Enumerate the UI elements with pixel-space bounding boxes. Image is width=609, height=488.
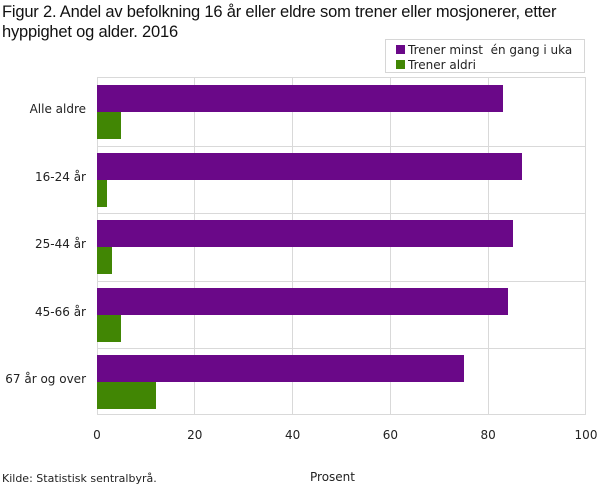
legend-label: Trener minst én gang i uka [408, 42, 573, 57]
legend-item-never: Trener aldri [396, 57, 476, 72]
bar-never [97, 314, 122, 342]
x-tick-label: 40 [284, 428, 301, 442]
x-tick-label: 60 [382, 428, 399, 442]
x-axis-label: Prosent [310, 470, 355, 484]
legend-label: Trener aldri [408, 57, 476, 72]
bar-weekly [97, 220, 513, 248]
category-label: 25-44 år [35, 237, 86, 252]
bar-weekly [97, 287, 508, 315]
legend-swatch-purple [396, 45, 405, 54]
legend-swatch-green [396, 60, 405, 69]
bar-weekly [97, 152, 523, 180]
category-separator [97, 213, 585, 215]
category-separator [97, 145, 585, 147]
source-note: Kilde: Statistisk sentralbyrå. [2, 472, 157, 485]
x-tick-label: 80 [480, 428, 496, 442]
category-label: Alle aldre [29, 102, 86, 116]
category-label: 16-24 år [35, 169, 86, 184]
x-tick-label: 100 [574, 428, 598, 442]
bar-weekly [97, 355, 464, 383]
chart-title-line1: Figur 2. Andel av befolkning 16 år eller… [2, 3, 557, 21]
chart-title-line2: hyppighet og alder. 2016 [2, 23, 178, 41]
bar-never [97, 112, 122, 139]
bar-never [97, 179, 107, 207]
plot-area [97, 77, 586, 415]
chart-title: Figur 2. Andel av befolkning 16 år eller… [2, 2, 602, 42]
category-label: 67 år og over [5, 372, 86, 387]
bar-weekly [97, 85, 503, 112]
x-tick-label: 20 [187, 428, 203, 442]
x-tick-label: 0 [93, 428, 101, 442]
category-separator [97, 280, 585, 282]
bar-never [97, 247, 112, 275]
legend-item-weekly: Trener minst én gang i uka [396, 42, 572, 57]
category-label: 45-66 år [35, 304, 86, 319]
category-separator [97, 348, 585, 350]
chart-legend: Trener minst én gang i uka Trener aldri [385, 39, 585, 73]
bar-never [97, 382, 156, 410]
